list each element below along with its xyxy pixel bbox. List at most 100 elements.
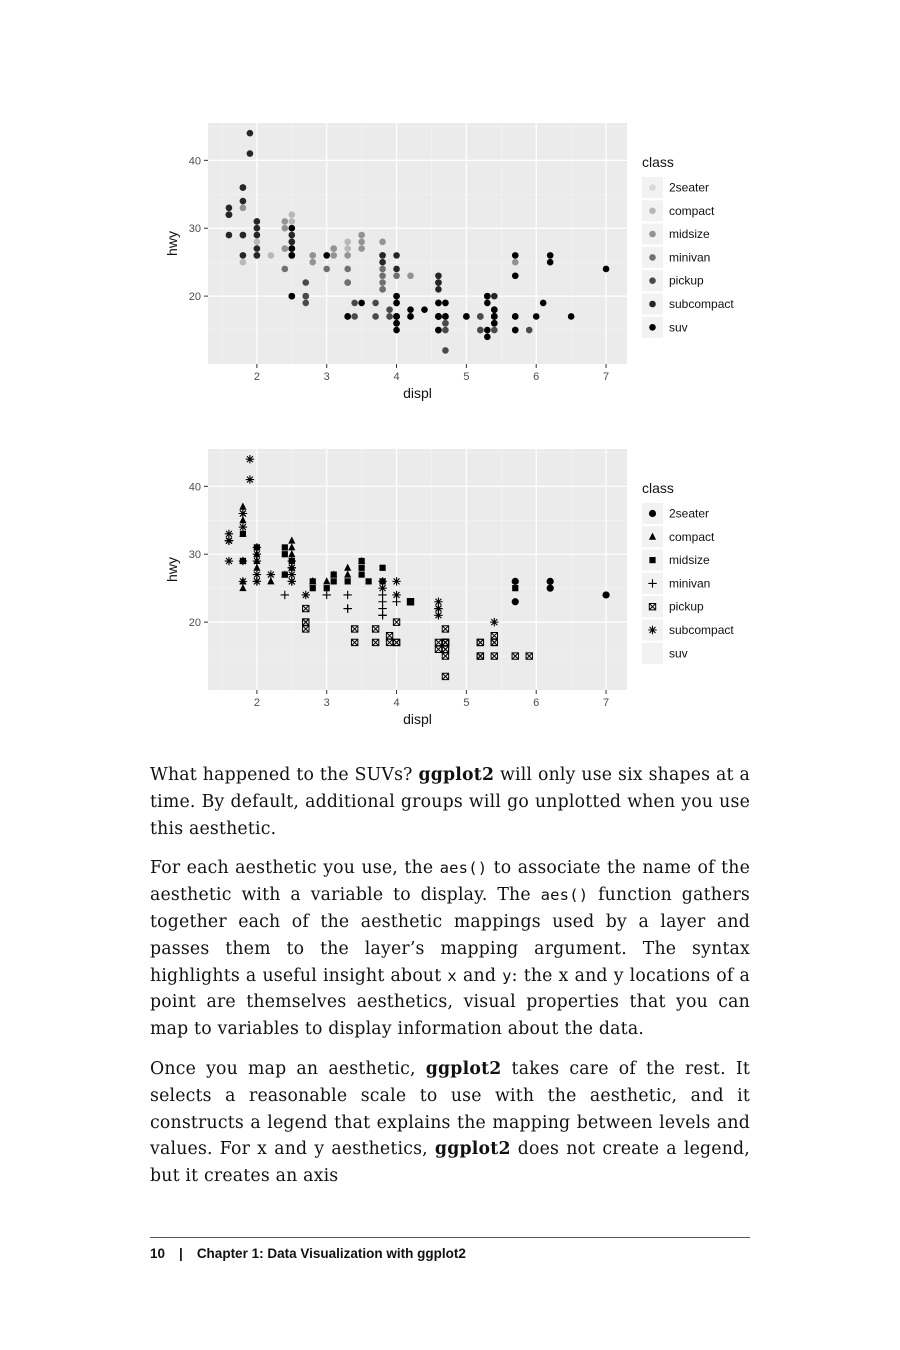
- point-subcompact: [246, 129, 254, 137]
- point-subcompact: [253, 245, 261, 252]
- point-2seater: [602, 591, 610, 599]
- point-pickup: [525, 326, 533, 334]
- point-minivan: [343, 604, 352, 613]
- legend-label-subcompact: subcompact: [669, 623, 734, 637]
- point-suv: [435, 299, 442, 307]
- point-minivan: [281, 265, 289, 273]
- point-subcompact: [287, 577, 296, 586]
- point-subcompact: [490, 617, 499, 627]
- x-tick-label: 2: [254, 697, 260, 709]
- point-pickup: [490, 631, 499, 640]
- point-midsize: [330, 571, 337, 578]
- x-tick-label: 6: [533, 697, 539, 709]
- point-compact: [239, 502, 247, 510]
- point-suv: [511, 252, 519, 259]
- paragraph-run: x: [447, 966, 457, 985]
- paragraph-run: will only use six shapes at a time. By d…: [150, 765, 750, 839]
- point-subcompact: [392, 577, 401, 586]
- data-points: [225, 129, 610, 354]
- point-suv: [463, 313, 470, 320]
- point-compact: [288, 536, 296, 544]
- paragraph-run: : the x and y locations of a point are t…: [150, 965, 750, 1040]
- point-midsize: [511, 258, 519, 266]
- point-midsize: [281, 218, 289, 225]
- point-minivan: [343, 590, 352, 600]
- y-tick-label: 20: [189, 617, 201, 629]
- point-suv: [484, 326, 491, 334]
- point-suv: [491, 306, 498, 313]
- point-subcompact: [288, 231, 296, 239]
- point-suv: [421, 306, 428, 313]
- point-pickup: [434, 638, 443, 647]
- point-pickup: [372, 313, 379, 320]
- point-pickup: [442, 319, 449, 327]
- point-minivan: [379, 272, 386, 280]
- point-pickup: [441, 652, 450, 660]
- point-subcompact: [491, 292, 498, 300]
- paragraph-run: aes(): [540, 886, 589, 905]
- point-subcompact: [434, 597, 443, 606]
- point-subcompact: [253, 252, 261, 259]
- point-midsize: [323, 585, 330, 592]
- legend-marker-suv: [649, 324, 656, 331]
- point-minivan: [379, 265, 386, 273]
- point-subcompact: [287, 563, 296, 573]
- point-suv: [511, 313, 519, 320]
- point-suv: [393, 313, 400, 320]
- paragraph-run: What happened to the SUVs?: [150, 765, 419, 785]
- point-midsize: [281, 544, 288, 551]
- y-tick-label: 40: [189, 155, 201, 167]
- point-pickup: [302, 604, 310, 613]
- point-subcompact: [253, 231, 261, 239]
- legend-label-midsize: midsize: [669, 227, 710, 241]
- paragraph-run: to associate the name of the aesthetic w…: [150, 858, 750, 906]
- point-midsize: [407, 272, 414, 280]
- point-midsize: [239, 530, 247, 537]
- page-footer: 10 | Chapter 1: Data Visualization with gg…: [150, 1246, 466, 1261]
- legend-marker-compact: [648, 532, 657, 540]
- legend-marker-pickup: [649, 277, 656, 284]
- point-suv: [393, 326, 400, 334]
- point-pickup: [491, 326, 498, 334]
- point-midsize: [239, 204, 247, 212]
- point-subcompact: [239, 184, 247, 191]
- point-pickup: [442, 347, 449, 354]
- point-midsize: [330, 245, 337, 252]
- scatter-plot-color: 2 3 4 5 6 7 20 30 40 displ hwy class 2seater compact m…: [160, 115, 760, 405]
- point-minivan: [323, 265, 331, 273]
- point-midsize: [281, 551, 288, 558]
- point-subcompact: [435, 279, 442, 286]
- point-compact: [239, 583, 247, 592]
- point-subcompact: [224, 536, 234, 545]
- legend-marker-2seater: [649, 184, 656, 191]
- point-pickup: [302, 299, 310, 307]
- point-pickup: [477, 313, 484, 320]
- point-minivan: [393, 272, 400, 280]
- x-tick-label: 6: [533, 371, 539, 383]
- point-compact: [344, 570, 352, 578]
- point-suv: [288, 245, 296, 252]
- point-pickup: [441, 625, 450, 633]
- point-suv: [435, 313, 442, 320]
- point-2seater: [511, 598, 519, 606]
- paragraph-run: aes(): [439, 859, 488, 878]
- point-compact: [323, 577, 331, 585]
- point-midsize: [358, 564, 365, 571]
- point-subcompact: [246, 150, 254, 157]
- point-subcompact: [253, 218, 261, 225]
- point-pickup: [350, 625, 359, 633]
- x-tick-label: 5: [463, 371, 469, 383]
- point-minivan: [344, 265, 351, 273]
- legend-marker-pickup: [648, 603, 657, 611]
- point-subcompact: [378, 577, 387, 586]
- data-points: [224, 454, 610, 681]
- point-pickup: [477, 326, 484, 334]
- legend-marker-midsize: [649, 557, 656, 564]
- point-pickup: [386, 313, 393, 320]
- point-pickup: [351, 313, 358, 320]
- point-2seater: [511, 577, 519, 585]
- point-midsize: [358, 557, 365, 565]
- point-minivan: [378, 611, 387, 620]
- point-subcompact: [252, 577, 262, 586]
- legend-label-midsize: midsize: [669, 553, 710, 567]
